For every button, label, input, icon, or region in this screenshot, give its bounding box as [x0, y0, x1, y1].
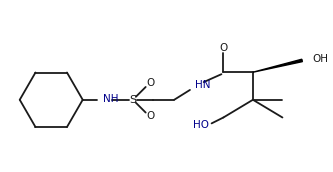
Text: S: S [129, 95, 137, 105]
Text: HN: HN [195, 80, 210, 90]
Text: NH: NH [103, 94, 119, 104]
Polygon shape [253, 59, 302, 72]
Text: O: O [219, 43, 227, 53]
Text: OH: OH [312, 54, 328, 64]
Text: HO: HO [193, 120, 209, 130]
Text: O: O [147, 78, 155, 88]
Text: O: O [147, 111, 155, 121]
